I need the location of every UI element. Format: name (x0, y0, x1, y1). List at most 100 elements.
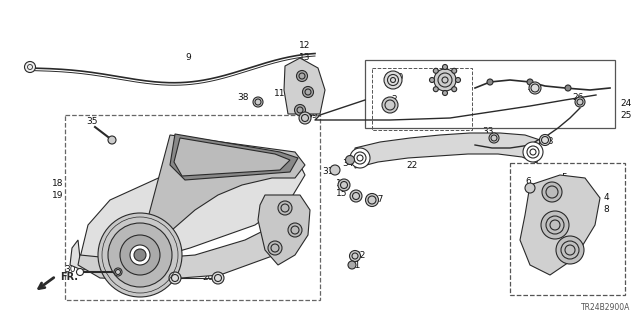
Circle shape (114, 268, 122, 276)
Circle shape (169, 272, 181, 284)
Circle shape (348, 261, 356, 269)
Text: 20: 20 (202, 274, 214, 283)
Text: 25: 25 (620, 110, 632, 119)
Circle shape (108, 223, 172, 287)
Text: 10: 10 (284, 77, 296, 86)
Circle shape (542, 182, 562, 202)
Polygon shape (355, 133, 540, 168)
Text: 31: 31 (323, 167, 333, 177)
Circle shape (452, 68, 457, 73)
Circle shape (529, 82, 541, 94)
Text: 9: 9 (185, 52, 191, 61)
Circle shape (456, 77, 461, 83)
Circle shape (575, 97, 585, 107)
Circle shape (523, 142, 543, 162)
Circle shape (442, 65, 447, 69)
Text: 29: 29 (164, 274, 176, 283)
Bar (372, 68, 472, 130)
Text: 17: 17 (236, 162, 248, 171)
Polygon shape (170, 134, 298, 180)
Polygon shape (258, 195, 310, 265)
Text: 11: 11 (275, 89, 285, 98)
Circle shape (429, 77, 435, 83)
Circle shape (98, 213, 182, 297)
Text: 12: 12 (300, 42, 310, 51)
Text: 26: 26 (572, 93, 584, 102)
Text: 1: 1 (527, 84, 533, 92)
Circle shape (253, 97, 263, 107)
Polygon shape (174, 138, 290, 176)
Text: TR24B2900A: TR24B2900A (580, 303, 630, 312)
Text: 8: 8 (603, 205, 609, 214)
Text: 32: 32 (355, 251, 365, 260)
Circle shape (433, 68, 438, 73)
Circle shape (294, 105, 305, 116)
Circle shape (212, 272, 224, 284)
Circle shape (541, 211, 569, 239)
Circle shape (77, 268, 83, 276)
Text: 28: 28 (542, 138, 554, 147)
Polygon shape (78, 220, 295, 280)
Circle shape (384, 71, 402, 89)
Circle shape (268, 241, 282, 255)
Text: 13: 13 (300, 52, 311, 61)
Text: 22: 22 (406, 162, 418, 171)
Polygon shape (284, 58, 325, 114)
Circle shape (349, 251, 360, 261)
Circle shape (365, 194, 378, 206)
Text: 24: 24 (620, 100, 632, 108)
Circle shape (278, 201, 292, 215)
Circle shape (296, 70, 307, 82)
Text: 33: 33 (483, 126, 493, 135)
Circle shape (556, 236, 584, 264)
Text: 21: 21 (349, 260, 361, 269)
Bar (365, 60, 615, 128)
Text: 30: 30 (64, 266, 76, 275)
Circle shape (489, 133, 499, 143)
Text: FR.: FR. (60, 272, 78, 282)
Circle shape (338, 179, 350, 191)
Text: 19: 19 (52, 190, 64, 199)
Text: 18: 18 (52, 180, 64, 188)
Circle shape (487, 79, 493, 85)
Text: 27: 27 (372, 196, 384, 204)
Text: 15: 15 (336, 189, 348, 198)
Circle shape (134, 249, 146, 261)
Text: 37: 37 (439, 81, 451, 90)
Text: 35: 35 (86, 117, 98, 126)
Circle shape (350, 190, 362, 202)
Circle shape (346, 156, 355, 164)
Text: 39: 39 (307, 111, 317, 121)
Circle shape (288, 223, 302, 237)
Circle shape (442, 91, 447, 95)
Text: 34: 34 (342, 158, 354, 167)
Circle shape (434, 69, 456, 91)
Circle shape (24, 61, 35, 73)
Circle shape (299, 112, 311, 124)
Circle shape (527, 79, 533, 85)
Circle shape (452, 87, 457, 92)
Circle shape (565, 85, 571, 91)
Circle shape (330, 165, 340, 175)
Circle shape (130, 245, 150, 265)
Polygon shape (140, 135, 305, 248)
Circle shape (525, 183, 535, 193)
Text: 16: 16 (236, 150, 248, 159)
Text: 14: 14 (336, 179, 348, 188)
Polygon shape (70, 155, 305, 270)
Text: 5: 5 (561, 173, 567, 182)
Circle shape (120, 235, 160, 275)
Bar (510, 163, 625, 295)
Circle shape (108, 136, 116, 144)
Circle shape (433, 87, 438, 92)
Text: 4: 4 (603, 194, 609, 203)
Circle shape (350, 148, 370, 168)
Polygon shape (520, 175, 600, 275)
Text: 40: 40 (392, 74, 404, 83)
Circle shape (382, 97, 398, 113)
Text: 6: 6 (525, 178, 531, 187)
Text: 2: 2 (391, 95, 397, 105)
Circle shape (540, 134, 550, 146)
Text: 38: 38 (237, 93, 249, 102)
Circle shape (303, 86, 314, 98)
